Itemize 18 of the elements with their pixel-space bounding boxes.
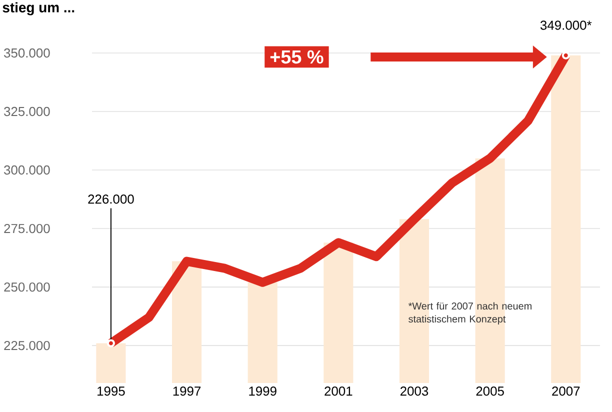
- y-tick-label: 225.000: [4, 340, 50, 350]
- y-tick-label: 250.000: [4, 282, 50, 292]
- x-tick-label: 1999: [249, 386, 276, 396]
- x-tick-label: 2003: [400, 386, 428, 396]
- x-tick-label: 2007: [552, 386, 580, 396]
- y-tick-label: 325.000: [4, 106, 50, 116]
- annotation: 226.000: [88, 194, 134, 204]
- x-tick-label: 2005: [476, 386, 504, 396]
- x-tick-label: 2001: [324, 386, 352, 396]
- y-tick-label: 350.000: [4, 48, 50, 58]
- chart-title: stieg um ...: [2, 2, 74, 16]
- x-tick-label: 1995: [98, 386, 125, 396]
- x-tick-label: 1997: [173, 386, 201, 396]
- y-tick-label: 275.000: [4, 224, 50, 234]
- annotation: *Wert für 2007 nach neuem statistischem Konzept: [408, 302, 532, 324]
- y-tick-label: 300.000: [4, 165, 50, 175]
- annotation: +55 %: [270, 50, 324, 64]
- annotation: 349.000*: [540, 20, 592, 30]
